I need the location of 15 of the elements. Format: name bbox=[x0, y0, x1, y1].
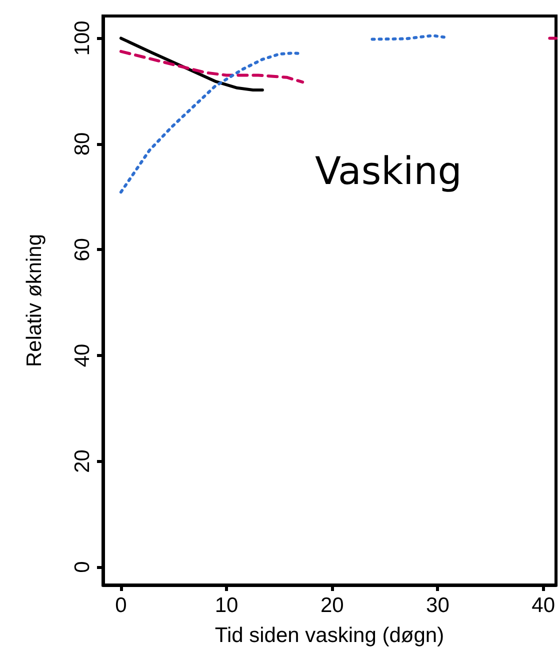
y-tick-label: 0 bbox=[71, 561, 94, 573]
y-tick-label: 100 bbox=[71, 20, 94, 56]
y-tick-label: 60 bbox=[71, 238, 94, 262]
y-axis-title: Relativ økning bbox=[23, 234, 46, 368]
y-tick-label: 80 bbox=[71, 132, 94, 156]
x-axis-title: Tid siden vasking (døgn) bbox=[214, 624, 444, 647]
x-tick-label: 0 bbox=[115, 594, 127, 617]
y-tick-label: 40 bbox=[71, 344, 94, 368]
x-tick-label: 20 bbox=[320, 594, 344, 617]
y-tick-label: 20 bbox=[71, 450, 94, 473]
x-tick-label: 10 bbox=[214, 594, 238, 617]
line-series bbox=[119, 36, 264, 92]
x-tick-label: 40 bbox=[532, 594, 555, 617]
annotation: Vasking bbox=[315, 149, 462, 193]
x-tick-label: 30 bbox=[426, 594, 450, 617]
